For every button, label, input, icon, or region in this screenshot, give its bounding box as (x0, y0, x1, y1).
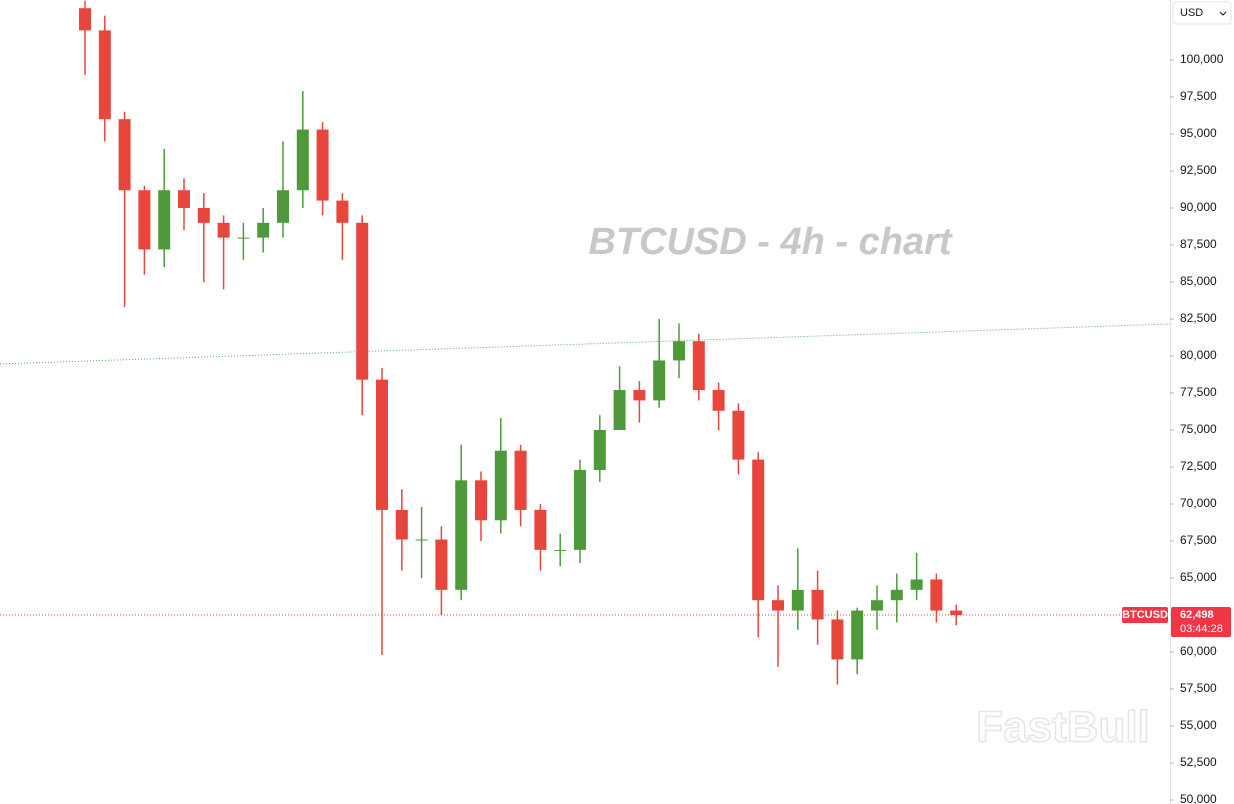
candle-body (613, 390, 626, 431)
trendline (0, 323, 1171, 365)
candle-body (475, 480, 487, 521)
candle-body (871, 600, 883, 611)
price-axis-panel (1170, 0, 1234, 804)
y-tick-label: 92,500 (1180, 163, 1217, 177)
candle-body (118, 119, 131, 191)
candle-body (574, 469, 586, 550)
candle-body (415, 539, 428, 541)
candle-body (712, 390, 725, 411)
candle-body (653, 360, 666, 401)
last-price-label: 62,498 (1180, 609, 1214, 621)
y-tick-label: 82,500 (1180, 311, 1217, 325)
currency-select[interactable] (1172, 1, 1232, 25)
candle-body (138, 190, 151, 250)
candle-body (336, 200, 349, 223)
y-tick-label: 70,000 (1180, 496, 1217, 510)
candle-body (692, 341, 705, 391)
candle-body (732, 410, 745, 460)
dropdown-arrow (1219, 11, 1227, 16)
candle-body (811, 589, 824, 620)
watermark: BTCUSD - 4h - chart (588, 221, 952, 263)
y-tick-label: 55,000 (1180, 718, 1217, 732)
y-tick-label: 85,000 (1180, 274, 1217, 288)
y-tick-label: 75,000 (1180, 422, 1217, 436)
candle-body (890, 589, 903, 601)
candle-body (772, 600, 784, 611)
candle-body (593, 430, 606, 470)
candle-body (217, 222, 230, 238)
y-tick-label: 57,500 (1180, 681, 1217, 695)
candle-body (455, 480, 468, 590)
candle-body (514, 450, 527, 510)
candle-body (791, 589, 804, 611)
candle-body (494, 450, 507, 521)
y-tick-label: 65,000 (1180, 570, 1217, 584)
candle-body (950, 610, 963, 616)
y-tick-label: 95,000 (1180, 126, 1217, 140)
currency-label[interactable]: USD (1180, 7, 1203, 19)
candle-body (316, 129, 329, 201)
candle-body (752, 459, 765, 601)
brand-watermark: FastBull (976, 703, 1150, 752)
y-tick-label: 97,500 (1180, 89, 1217, 103)
candle-body (98, 30, 111, 120)
candle-body (79, 8, 91, 31)
candle-body (356, 222, 369, 380)
y-tick-label: 80,000 (1180, 348, 1217, 362)
candle-body (376, 379, 388, 510)
y-tick-label: 87,500 (1180, 237, 1217, 251)
candle-body (395, 509, 408, 540)
candle-body (673, 341, 685, 361)
candle-body (197, 208, 210, 223)
candle-body (435, 539, 448, 590)
y-tick-label: 60,000 (1180, 644, 1217, 658)
candle-body (277, 190, 289, 223)
y-tick-label: 77,500 (1180, 385, 1217, 399)
price-tag (1171, 607, 1231, 638)
candle-body (237, 237, 250, 239)
y-tick-label: 72,500 (1180, 459, 1217, 473)
y-tick-label: 52,500 (1180, 755, 1217, 769)
candle-body (851, 610, 864, 660)
candle-body (296, 129, 309, 191)
candle-body (257, 222, 270, 238)
y-tick-label: 50,000 (1180, 792, 1217, 804)
y-tick-label: 67,500 (1180, 533, 1217, 547)
candle-body (534, 509, 547, 550)
y-tick-label: 100,000 (1180, 52, 1224, 66)
candle-body (831, 619, 844, 660)
candle-body (910, 579, 923, 590)
y-tick-label: 90,000 (1180, 200, 1217, 214)
countdown-label: 03:44:28 (1180, 623, 1223, 635)
candle-body (633, 390, 646, 401)
symbol-tag (1122, 607, 1168, 624)
candle-body (554, 549, 567, 551)
symbol-label: BTCUSD (1122, 609, 1168, 621)
candle-body (158, 190, 171, 250)
candle-body (930, 579, 943, 611)
candle-body (178, 190, 190, 209)
